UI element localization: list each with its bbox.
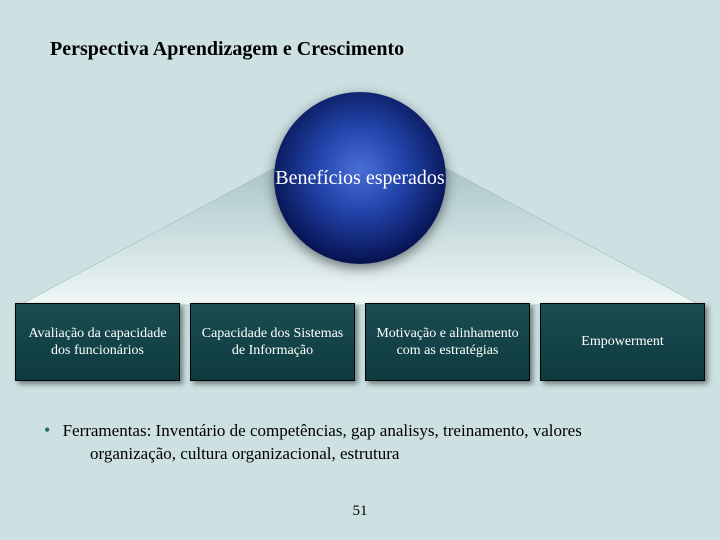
- page-number: 51: [353, 503, 368, 520]
- box-2-text: Capacidade dos Sistemas de Informação: [197, 325, 348, 360]
- box-4-text: Empowerment: [581, 333, 663, 351]
- benefits-circle-text: Benefícios esperados: [275, 166, 444, 191]
- box-4: Empowerment: [540, 303, 705, 381]
- bullet-text: Ferramentas: Inventário de competências,…: [38, 418, 690, 466]
- box-3: Motivação e alinhamento com as estratégi…: [365, 303, 530, 381]
- box-row: Avaliação da capacidade dos funcionários…: [15, 303, 705, 381]
- bullet-cont: organização, cultura organizacional, est…: [38, 443, 690, 466]
- benefits-circle: Benefícios esperados: [274, 92, 446, 264]
- slide-title: Perspectiva Aprendizagem e Crescimento: [50, 38, 404, 61]
- box-3-text: Motivação e alinhamento com as estratégi…: [372, 325, 523, 360]
- box-1-text: Avaliação da capacidade dos funcionários: [22, 325, 173, 360]
- bullet-lead: Ferramentas: Inventário de competências,…: [63, 421, 582, 440]
- box-2: Capacidade dos Sistemas de Informação: [190, 303, 355, 381]
- box-1: Avaliação da capacidade dos funcionários: [15, 303, 180, 381]
